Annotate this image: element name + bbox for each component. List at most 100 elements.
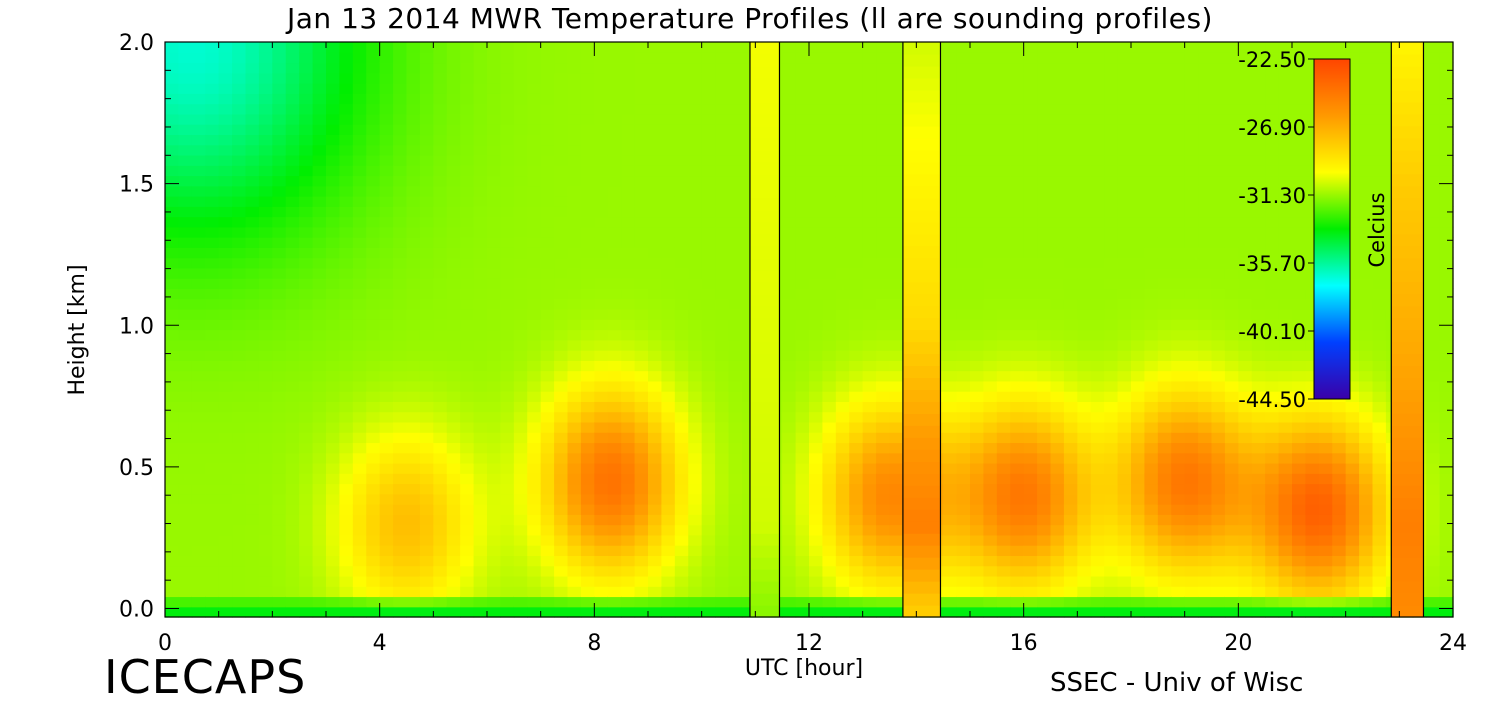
heatmap-cell xyxy=(406,247,421,259)
heatmap-cell xyxy=(473,524,488,536)
heatmap-cell xyxy=(178,370,193,382)
heatmap-cell xyxy=(1010,288,1025,300)
heatmap-cell xyxy=(218,278,233,290)
heatmap-cell xyxy=(312,483,327,495)
heatmap-cell xyxy=(943,298,958,310)
heatmap-cell xyxy=(1184,175,1199,187)
heatmap-cell xyxy=(835,473,850,485)
heatmap-cell xyxy=(540,319,555,331)
heatmap-cell xyxy=(835,596,850,608)
heatmap-cell xyxy=(1131,267,1146,279)
heatmap-cell xyxy=(1171,545,1186,556)
heatmap-cell xyxy=(795,504,810,515)
heatmap-cell xyxy=(567,565,582,577)
heatmap-cell xyxy=(876,154,891,166)
heatmap-cell xyxy=(876,206,891,218)
heatmap-cell xyxy=(393,473,408,485)
heatmap-cell xyxy=(473,606,488,618)
heatmap-cell xyxy=(165,185,180,197)
heatmap-cell xyxy=(1144,586,1159,598)
heatmap-cell xyxy=(1292,134,1307,146)
heatmap-cell xyxy=(1171,493,1186,505)
heatmap-cell xyxy=(191,134,206,146)
heatmap-cell xyxy=(1037,185,1052,197)
heatmap-cell xyxy=(272,545,287,556)
heatmap-cell xyxy=(943,380,958,392)
heatmap-cell xyxy=(554,226,569,238)
heatmap-cell xyxy=(285,175,300,187)
heatmap-cell xyxy=(862,42,877,53)
heatmap-cell xyxy=(554,504,569,515)
heatmap-cell xyxy=(1238,247,1253,259)
heatmap-cell xyxy=(594,267,609,279)
heatmap-cell xyxy=(352,401,367,413)
heatmap-cell xyxy=(352,298,367,310)
heatmap-cell xyxy=(1184,196,1199,207)
heatmap-cell xyxy=(446,473,461,485)
heatmap-cell xyxy=(258,298,273,310)
heatmap-cell xyxy=(1010,411,1025,423)
heatmap-cell xyxy=(809,113,824,125)
heatmap-cell xyxy=(701,319,716,331)
heatmap-cell xyxy=(1305,52,1320,64)
heatmap-cell xyxy=(634,93,649,105)
heatmap-cell xyxy=(956,401,971,413)
heatmap-cell xyxy=(983,586,998,598)
heatmap-cell xyxy=(1211,226,1226,238)
heatmap-cell xyxy=(1305,113,1320,125)
heatmap-cell xyxy=(433,534,448,546)
heatmap-cell xyxy=(648,206,663,218)
heatmap-cell xyxy=(996,278,1011,290)
heatmap-cell xyxy=(1171,350,1186,361)
heatmap-cell xyxy=(1224,483,1239,495)
heatmap-cell xyxy=(540,124,555,136)
heatmap-cell xyxy=(258,52,273,64)
heatmap-cell xyxy=(393,575,408,587)
heatmap-cell xyxy=(956,226,971,238)
heatmap-cell xyxy=(661,288,676,300)
heatmap-cell xyxy=(178,606,193,618)
heatmap-cell xyxy=(1050,298,1065,310)
heatmap-cell xyxy=(1050,42,1065,53)
heatmap-cell xyxy=(191,103,206,115)
heatmap-cell xyxy=(232,206,247,218)
heatmap-cell xyxy=(648,237,663,248)
heatmap-cell xyxy=(218,134,233,146)
heatmap-cell xyxy=(782,545,797,556)
heatmap-cell xyxy=(419,216,434,228)
heatmap-cell xyxy=(849,586,864,598)
heatmap-cell xyxy=(406,308,421,320)
heatmap-cell xyxy=(956,42,971,53)
heatmap-cell xyxy=(352,360,367,372)
heatmap-cell xyxy=(379,545,394,556)
heatmap-cell xyxy=(232,401,247,413)
heatmap-cell xyxy=(795,370,810,382)
heatmap-cell xyxy=(326,144,341,156)
heatmap-cell xyxy=(165,350,180,361)
heatmap-cell xyxy=(648,62,663,74)
heatmap-cell xyxy=(1063,134,1078,146)
heatmap-cell xyxy=(527,534,542,546)
heatmap-cell xyxy=(822,226,837,238)
heatmap-cell xyxy=(835,606,850,618)
heatmap-cell xyxy=(433,401,448,413)
heatmap-cell xyxy=(1144,165,1159,177)
heatmap-cell xyxy=(245,206,260,218)
heatmap-cell xyxy=(701,288,716,300)
heatmap-cell xyxy=(312,565,327,577)
heatmap-cell xyxy=(956,196,971,207)
heatmap-cell xyxy=(1345,596,1360,608)
heatmap-cell xyxy=(970,462,985,474)
heatmap-cell xyxy=(1037,462,1052,474)
heatmap-cell xyxy=(1184,534,1199,546)
heatmap-cell xyxy=(674,565,689,577)
heatmap-cell xyxy=(728,298,743,310)
heatmap-cell xyxy=(728,401,743,413)
heatmap-cell xyxy=(1224,586,1239,598)
heatmap-cell xyxy=(191,586,206,598)
heatmap-cell xyxy=(352,83,367,94)
heatmap-cell xyxy=(674,257,689,269)
heatmap-cell xyxy=(1023,288,1038,300)
heatmap-cell xyxy=(607,124,622,136)
heatmap-cell xyxy=(688,52,703,64)
